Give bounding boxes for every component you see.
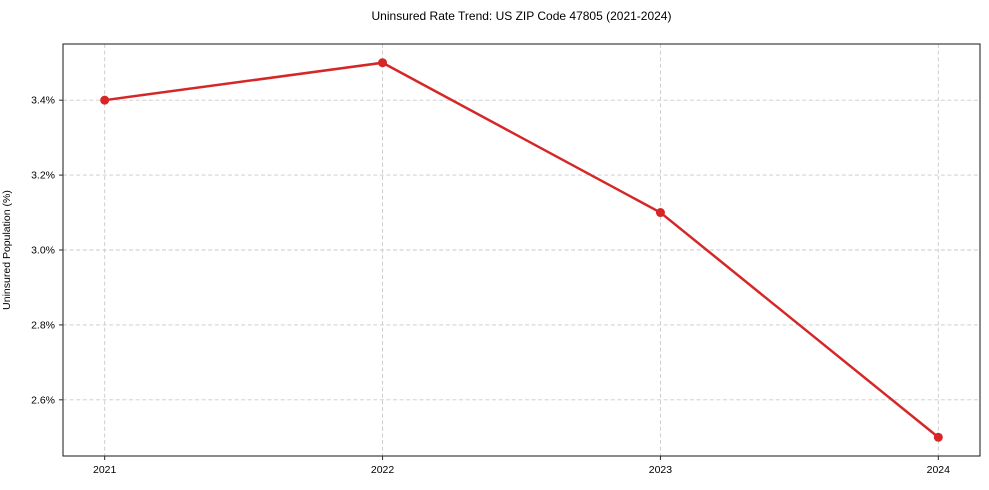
y-tick-label: 2.6% — [31, 394, 55, 406]
x-tick-label: 2024 — [927, 464, 951, 476]
chart-title: Uninsured Rate Trend: US ZIP Code 47805 … — [371, 9, 672, 23]
x-tick-label: 2021 — [93, 464, 117, 476]
trend-line — [103, 61, 940, 439]
y-axis-label: Uninsured Population (%) — [1, 190, 13, 310]
data-point-marker — [378, 58, 388, 68]
data-point-marker — [100, 95, 110, 105]
data-point-marker — [933, 432, 943, 442]
x-tick-label: 2023 — [649, 464, 673, 476]
x-tick-label: 2022 — [371, 464, 395, 476]
data-point-marker — [655, 208, 665, 218]
y-tick-label: 3.4% — [31, 95, 55, 107]
y-tick-label: 3.2% — [31, 170, 55, 182]
y-tick-label: 3.0% — [31, 245, 55, 257]
y-tick-label: 2.8% — [31, 319, 55, 331]
